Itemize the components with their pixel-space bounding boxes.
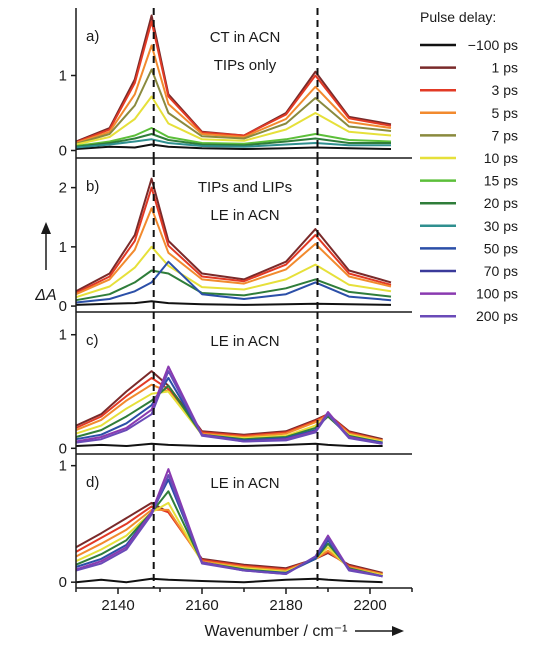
- y-tick-label-b-1: 1: [59, 239, 67, 256]
- y-tick-label-d-0: 0: [59, 574, 67, 591]
- series-line-b-50ps: [75, 260, 392, 304]
- legend-label-0: −100 ps: [468, 37, 518, 53]
- panel-c: 0 1 c) LE in ACN: [59, 312, 412, 457]
- legend-label-11: 100 ps: [476, 286, 518, 302]
- y-axis-title: ΔA: [34, 287, 56, 304]
- series-line-a-3ps: [75, 20, 392, 144]
- legend-label-10: 70 ps: [484, 263, 518, 279]
- y-tick-label-b-2: 2: [59, 180, 67, 197]
- legend-label-5: 10 ps: [484, 150, 518, 166]
- y-axis-arrowhead: [41, 222, 51, 234]
- series-line-b-3ps: [75, 186, 392, 294]
- series-line-b-1ps: [75, 177, 392, 293]
- legend-label-3: 5 ps: [492, 105, 518, 121]
- legend-title: Pulse delay:: [420, 9, 496, 25]
- series-line-d-200ps: [75, 474, 383, 578]
- series-line-a-20ps: [75, 133, 391, 148]
- series-line-d-3ps: [75, 505, 383, 575]
- x-tick-label-2180: 2180: [269, 597, 302, 614]
- x-axis-arrowhead: [392, 626, 404, 636]
- legend-label-4: 7 ps: [492, 127, 518, 143]
- legend-label-1: 1 ps: [492, 60, 518, 76]
- y-tick-label-a-1: 1: [59, 68, 67, 85]
- panel-label-b: b): [86, 178, 99, 195]
- panel-label-c: c): [86, 332, 99, 349]
- series-line-a-30ps: [75, 138, 391, 149]
- panel-annotation-a-0: CT in ACN: [210, 29, 281, 46]
- x-axis-title: Wavenumber / cm⁻¹: [205, 623, 348, 640]
- series-line-a-7ps: [75, 68, 392, 145]
- series-line-b-5ps: [75, 207, 392, 296]
- x-tick-label-2160: 2160: [185, 597, 218, 614]
- series-line-a-10ps: [75, 95, 392, 146]
- legend-label-12: 200 ps: [476, 308, 518, 324]
- legend-label-7: 20 ps: [484, 195, 518, 211]
- y-tick-label-d-1: 1: [59, 458, 67, 475]
- series-line-c-100ps: [75, 442, 383, 447]
- y-tick-label-b-0: 0: [59, 298, 67, 315]
- legend: Pulse delay: −100 ps 1 ps 3 ps 5 ps 7 ps 10 ps…: [420, 9, 518, 324]
- series-line-a-100ps: [75, 143, 392, 150]
- panel-annotation-d-0: LE in ACN: [210, 475, 279, 492]
- series-line-d-100ps: [75, 577, 383, 584]
- series-line-b-10ps: [75, 245, 392, 299]
- y-tick-label-c-0: 0: [59, 440, 67, 457]
- panel-label-d: d): [86, 474, 99, 491]
- x-axis: 2140 2160 2180 2200 Wavenumber / cm⁻¹: [75, 588, 413, 640]
- panel-annotation-c-0: LE in ACN: [210, 333, 279, 350]
- series-line-a-5ps: [75, 44, 392, 144]
- panel-annotation-b-1: LE in ACN: [210, 207, 279, 224]
- panel-annotation-b-0: TIPs and LIPs: [198, 179, 292, 196]
- series-line-d-5ps: [75, 508, 383, 575]
- panel-label-a: a): [86, 28, 99, 45]
- legend-label-8: 30 ps: [484, 218, 518, 234]
- panel-b: 0 1 2 b) TIPs and LIPs LE in ACN: [59, 158, 412, 315]
- series-line-c-200ps: [75, 370, 383, 445]
- legend-label-6: 15 ps: [484, 173, 518, 189]
- legend-label-9: 50 ps: [484, 240, 518, 256]
- y-tick-label-a-0: 0: [59, 143, 67, 160]
- series-line-a-15ps: [75, 127, 392, 147]
- series-line-b-100ps: [75, 300, 392, 306]
- panel-d: 0 1 d) LE in ACN: [59, 454, 412, 591]
- panel-annotation-a-1: TIPs only: [214, 57, 277, 74]
- x-tick-label-2140: 2140: [101, 597, 134, 614]
- legend-label-2: 3 ps: [492, 82, 518, 98]
- y-axis-title-group: ΔA: [34, 222, 57, 304]
- y-tick-label-c-1: 1: [59, 327, 67, 344]
- panel-a: 0 1 a) CT in ACN TIPs only: [59, 8, 412, 160]
- x-tick-label-2200: 2200: [353, 597, 386, 614]
